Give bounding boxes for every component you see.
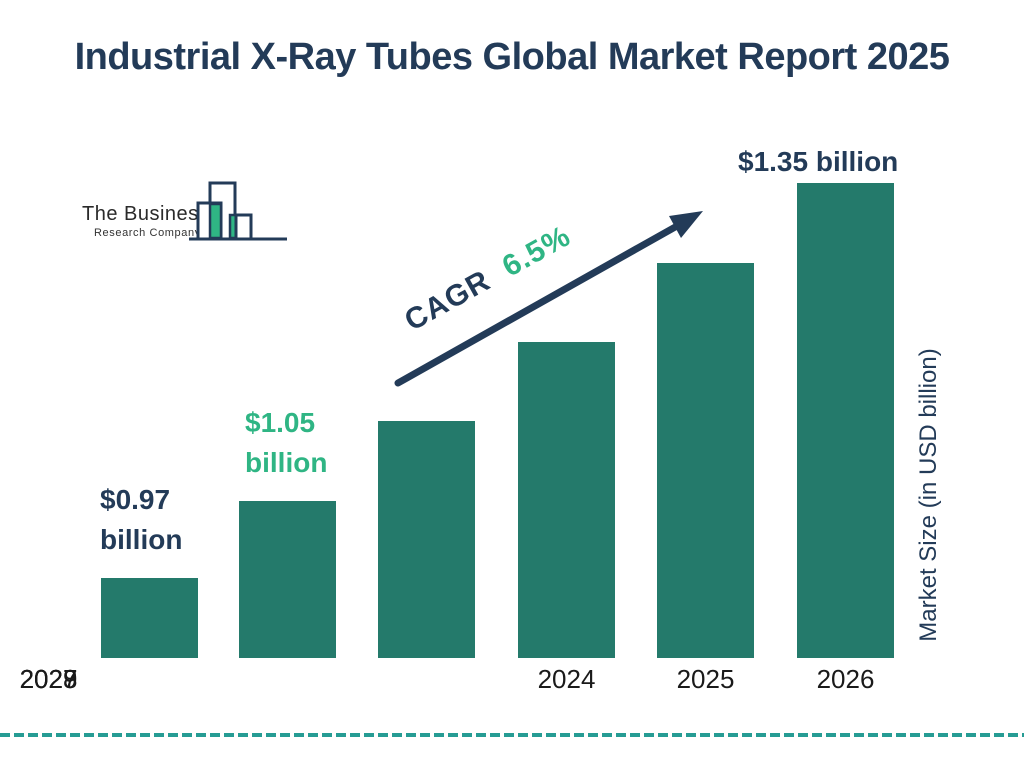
value-label-2029: $1.35 billion: [738, 146, 899, 177]
company-name: The Business: [82, 203, 210, 225]
y-axis-title: Market Size (in USD billion): [915, 348, 942, 642]
x-tick-label: 2029: [19, 664, 78, 694]
company-logo-text: The Business Research Company: [82, 203, 210, 239]
company-logo: The Business Research Company: [82, 180, 292, 246]
value-label-2024: $0.97 billion: [100, 484, 183, 555]
x-tick-label: 2025: [676, 664, 735, 694]
x-tick-label: 2026: [816, 664, 875, 694]
x-tick-label: 2024: [537, 664, 596, 694]
bar: [378, 421, 475, 658]
page-title: Industrial X-Ray Tubes Global Market Rep…: [74, 36, 950, 78]
company-subname: Research Company: [94, 227, 201, 239]
bar: [657, 263, 754, 658]
bar: [797, 183, 894, 658]
bar-chart-logo-icon: [188, 180, 288, 249]
bar: [239, 501, 336, 658]
dashed-divider-line: [0, 733, 1024, 737]
bar: [518, 342, 615, 658]
cagr-label: CAGR: [399, 263, 497, 338]
bar: [101, 578, 198, 658]
x-tick-label: 2028: [19, 664, 78, 694]
value-label-2025: $1.05 billion: [245, 407, 328, 478]
cagr-value: 6.5%: [496, 219, 577, 284]
x-tick-label: 2027: [19, 664, 78, 694]
cagr-annotation: CAGR 6.5%: [349, 191, 628, 366]
